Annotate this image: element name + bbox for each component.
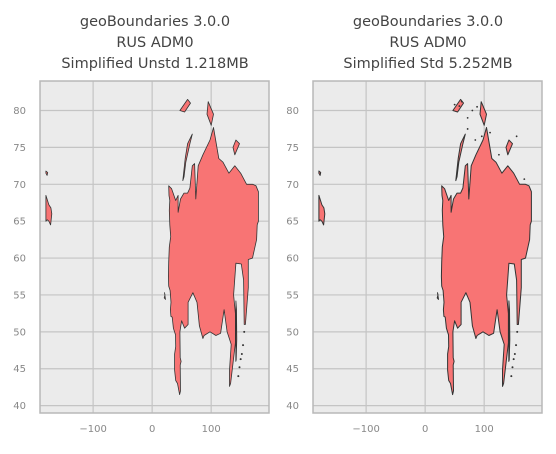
right-wrangel-island-shape — [318, 170, 322, 176]
right-y-tick-label: 60 — [286, 254, 299, 265]
right-plot-frame — [312, 80, 543, 414]
right-x-tick-label: −100 — [352, 424, 379, 435]
left-severnaya-zemlya-shape — [206, 101, 214, 126]
right-y-tick-label: 55 — [286, 290, 299, 301]
right-islet-mark — [466, 128, 469, 130]
right-islet-mark — [498, 153, 500, 156]
right-islet-mark — [453, 103, 456, 106]
left-sakhalin-shape — [235, 300, 238, 362]
left-novaya-zemlya-shape — [182, 133, 193, 181]
left-x-tick-label: 0 — [149, 424, 155, 435]
right-title-line-1: geoBoundaries 3.0.0 — [352, 14, 504, 30]
left-title-line-2: RUS ADM0 — [116, 35, 194, 51]
right-islet-mark — [476, 105, 478, 108]
left-chukotka-shape — [45, 195, 53, 226]
right-kuril-island-mark — [511, 366, 514, 369]
left-chart-title: geoBoundaries 3.0.0 RUS ADM0 Simplified … — [40, 12, 270, 75]
left-kuril-island-mark — [242, 344, 245, 347]
left-x-tick-label: 100 — [202, 424, 221, 435]
right-severnaya-zemlya-shape — [479, 101, 487, 126]
right-kuril-island-mark — [515, 344, 518, 347]
left-y-tick-label: 65 — [13, 217, 26, 228]
right-y-tick-label: 80 — [286, 106, 299, 117]
left-y-tick-label: 75 — [13, 143, 26, 154]
right-kaliningrad-shape — [436, 292, 439, 300]
right-novaya-zemlya-shape — [455, 133, 466, 182]
left-wrangel-island-shape — [45, 170, 49, 176]
left-y-tick-label: 60 — [13, 254, 26, 265]
right-title-line-2: RUS ADM0 — [389, 35, 467, 51]
left-x-tick-label: −100 — [79, 424, 106, 435]
left-y-tick-label: 45 — [13, 364, 26, 375]
right-y-tick-label: 50 — [286, 327, 299, 338]
right-new-siberian-islands-shape — [505, 139, 513, 156]
right-map-panel: −100 0 100 40 45 50 55 60 65 70 75 80 — [286, 80, 543, 435]
right-chart-title: geoBoundaries 3.0.0 RUS ADM0 Simplified … — [313, 12, 543, 75]
right-islet-mark — [471, 109, 474, 112]
left-kuril-island-mark — [237, 375, 240, 378]
right-russia-mainland-shape — [440, 127, 532, 396]
left-kuril-island-mark — [239, 358, 242, 361]
right-y-tick-label: 45 — [286, 364, 299, 375]
right-chukotka-shape — [318, 194, 326, 226]
left-plot-frame — [39, 80, 270, 414]
right-franz-josef-land-shape — [452, 98, 464, 113]
right-kuril-island-mark — [510, 375, 513, 378]
left-y-tick-label: 50 — [13, 327, 26, 338]
right-islet-mark — [474, 139, 477, 141]
right-sakhalin-shape — [508, 300, 511, 362]
right-y-tick-label: 75 — [286, 143, 299, 154]
left-title-line-3: Simplified Unstd 1.218MB — [61, 56, 249, 72]
left-y-tick-label: 55 — [13, 290, 26, 301]
right-x-tick-label: 100 — [475, 424, 494, 435]
right-islet-mark — [489, 131, 491, 134]
left-kuril-island-mark — [240, 352, 243, 355]
right-islet-mark — [458, 105, 461, 107]
right-y-tick-label: 40 — [286, 401, 299, 412]
right-kuril-island-mark — [516, 330, 519, 333]
left-russia-mainland-shape — [168, 127, 259, 395]
right-islet-mark — [523, 178, 526, 181]
right-islet-mark — [466, 116, 469, 119]
left-y-tick-label: 40 — [13, 401, 26, 412]
left-new-siberian-islands-shape — [232, 139, 240, 156]
right-islet-mark — [480, 135, 483, 138]
right-title-line-3: Simplified Std 5.252MB — [343, 56, 513, 72]
left-kuril-island-mark — [238, 366, 241, 369]
right-islet-mark — [460, 100, 463, 103]
left-map-panel: −100 0 100 40 45 50 55 60 65 70 75 80 — [13, 80, 270, 435]
right-kuril-island-mark — [512, 358, 515, 361]
left-y-tick-label: 80 — [13, 106, 26, 117]
right-x-tick-label: 0 — [422, 424, 428, 435]
right-y-tick-label: 70 — [286, 180, 299, 191]
left-title-line-1: geoBoundaries 3.0.0 — [79, 14, 231, 30]
right-kuril-island-mark — [513, 352, 516, 355]
left-kuril-island-mark — [243, 330, 246, 333]
left-franz-josef-land-shape — [179, 99, 191, 113]
right-islet-mark — [515, 135, 518, 138]
right-y-tick-label: 65 — [286, 217, 299, 228]
left-y-tick-label: 70 — [13, 180, 26, 191]
left-kaliningrad-shape — [163, 292, 166, 300]
